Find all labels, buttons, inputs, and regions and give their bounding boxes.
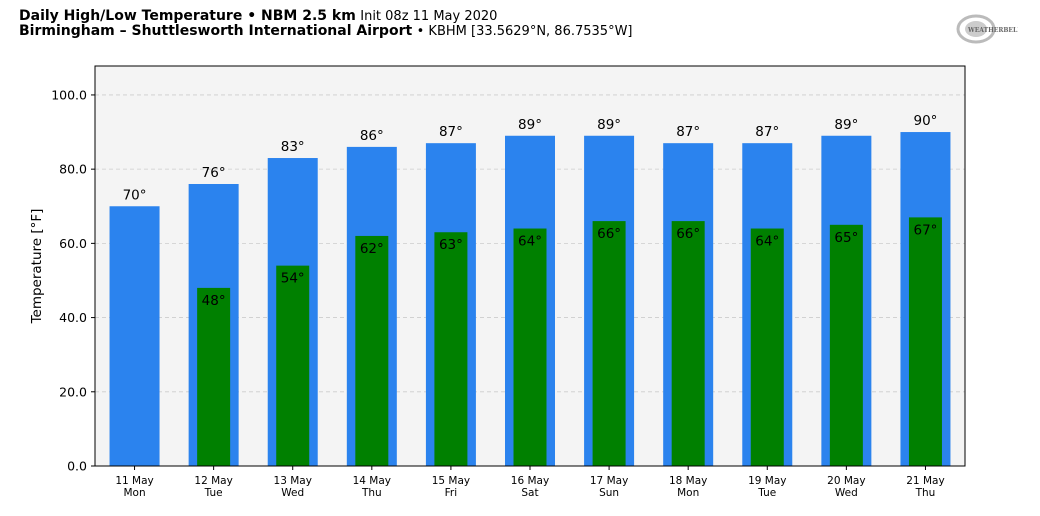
location-name: Birmingham – Shuttlesworth International…: [19, 23, 413, 39]
x-tick-weekday: Thu: [361, 487, 382, 499]
low-bar: [592, 221, 626, 466]
low-bar: [434, 232, 468, 466]
x-tick-label: 12 May: [194, 475, 232, 487]
x-tick-weekday: Sun: [599, 487, 619, 499]
plot-frame: [94, 65, 966, 467]
y-tick-label: 40.0: [59, 310, 87, 325]
x-tick-label: 17 May: [590, 475, 628, 487]
high-label: 87°: [439, 124, 463, 140]
x-tick-weekday: Wed: [835, 487, 858, 499]
station-info: • KBHM [33.5629°N, 86.7535°W]: [416, 24, 633, 39]
low-bar: [671, 221, 705, 466]
x-tick-label: 16 May: [511, 475, 549, 487]
high-label: 87°: [676, 124, 700, 140]
low-bar: [355, 235, 389, 466]
low-label: 66°: [676, 226, 700, 242]
low-label: 48°: [202, 293, 226, 309]
low-bar: [908, 217, 942, 466]
high-label: 90°: [913, 113, 937, 129]
low-label: 62°: [360, 241, 384, 257]
x-tick-weekday: Mon: [123, 487, 145, 499]
low-bar: [750, 228, 784, 466]
low-label: 64°: [755, 234, 779, 250]
x-tick-weekday: Thu: [915, 487, 936, 499]
low-label: 67°: [913, 222, 937, 238]
low-bar: [829, 224, 863, 466]
weatherbell-logo: WEATHERBELL: [956, 14, 1018, 44]
x-tick-label: 19 May: [748, 475, 786, 487]
y-tick-label: 0.0: [67, 459, 87, 474]
high-label: 70°: [123, 187, 147, 203]
high-label: 89°: [597, 117, 621, 133]
init-time: Init 08z 11 May 2020: [360, 9, 498, 24]
high-label: 76°: [202, 165, 226, 181]
x-tick-weekday: Sat: [521, 487, 538, 499]
high-label: 89°: [834, 117, 858, 133]
low-label: 66°: [597, 226, 621, 242]
x-tick-label: 13 May: [274, 475, 312, 487]
chart-header: Daily High/Low Temperature • NBM 2.5 km …: [19, 8, 633, 40]
y-tick-label: 20.0: [59, 384, 87, 399]
low-label: 65°: [834, 230, 858, 246]
x-tick-label: 20 May: [827, 475, 865, 487]
x-tick-weekday: Tue: [757, 487, 776, 499]
x-tick-label: 14 May: [353, 475, 391, 487]
y-tick-label: 100.0: [51, 87, 87, 102]
x-tick-label: 11 May: [115, 475, 153, 487]
low-bar: [276, 265, 310, 466]
low-bar: [197, 287, 231, 466]
x-tick-weekday: Mon: [677, 487, 699, 499]
x-tick-weekday: Fri: [445, 487, 458, 499]
y-axis-label: Temperature [°F]: [29, 209, 45, 325]
x-tick-label: 15 May: [432, 475, 470, 487]
x-tick-label: 18 May: [669, 475, 707, 487]
high-bar: [109, 206, 160, 466]
x-tick-label: 21 May: [906, 475, 944, 487]
high-label: 86°: [360, 128, 384, 144]
chart-title: Daily High/Low Temperature • NBM 2.5 km: [19, 8, 356, 24]
low-bar: [513, 228, 547, 466]
svg-text:WEATHERBELL: WEATHERBELL: [967, 27, 1018, 34]
high-label: 83°: [281, 139, 305, 155]
x-tick-weekday: Wed: [281, 487, 304, 499]
low-label: 54°: [281, 271, 305, 287]
y-tick-label: 60.0: [59, 236, 87, 251]
high-label: 89°: [518, 117, 542, 133]
low-label: 64°: [518, 234, 542, 250]
x-tick-weekday: Tue: [204, 487, 223, 499]
high-label: 87°: [755, 124, 779, 140]
y-tick-label: 80.0: [59, 162, 87, 177]
low-label: 63°: [439, 237, 463, 253]
